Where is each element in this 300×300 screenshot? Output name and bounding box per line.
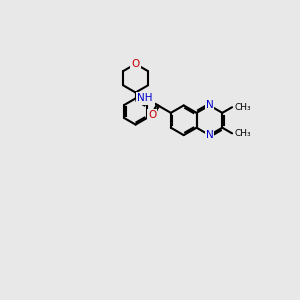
Text: CH₃: CH₃: [235, 129, 251, 138]
Text: O: O: [148, 110, 156, 120]
Text: N: N: [206, 130, 213, 140]
Text: O: O: [131, 59, 140, 69]
Text: NH: NH: [137, 93, 153, 103]
Text: CH₃: CH₃: [235, 103, 251, 112]
Text: N: N: [206, 100, 213, 110]
